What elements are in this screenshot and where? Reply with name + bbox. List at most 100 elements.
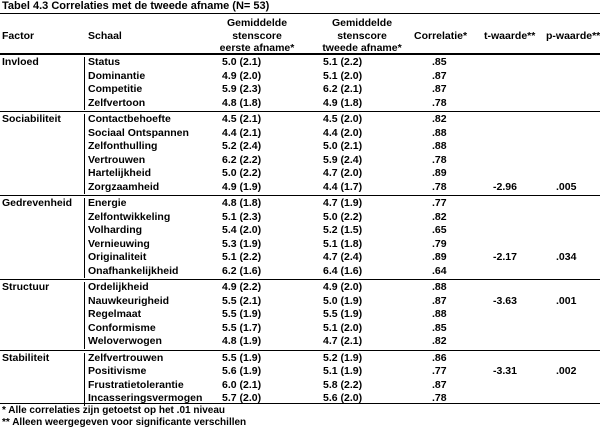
cell-eerste-afname: 5.3 (1.9) xyxy=(222,237,262,250)
cell-tweede-afname: 4.9 (2.0) xyxy=(323,281,363,293)
factor-label: Invloed xyxy=(2,56,39,68)
cell-correlatie: .85 xyxy=(432,56,447,68)
cell-t-waarde: -2.96 xyxy=(493,180,517,193)
cell-correlatie: .77 xyxy=(432,197,447,209)
cell-schaal: Vernieuwing xyxy=(88,237,150,250)
cell-correlatie: .82 xyxy=(432,113,447,125)
cell-eerste-afname: 4.5 (2.1) xyxy=(222,113,262,125)
header-tweede-afname: Gemiddelde stenscore tweede afname* xyxy=(312,17,412,55)
cell-eerste-afname: 4.8 (1.9) xyxy=(222,335,262,347)
header-p-waarde: p-waarde** xyxy=(546,30,600,42)
cell-correlatie: .82 xyxy=(432,335,447,347)
header-schaal: Schaal xyxy=(88,30,122,42)
cell-tweede-afname: 5.6 (2.0) xyxy=(323,392,363,404)
cell-correlatie: .87 xyxy=(432,83,447,95)
cell-eerste-afname: 5.0 (2.1) xyxy=(222,56,262,68)
cell-eerste-afname: 5.5 (2.1) xyxy=(222,294,262,307)
header-tweede-line-2: stenscore xyxy=(337,29,387,42)
cell-schaal: Conformisme xyxy=(88,321,156,334)
cell-correlatie: .88 xyxy=(432,308,447,320)
cell-eerste-afname: 4.9 (2.2) xyxy=(222,281,262,293)
factor-label: Sociabiliteit xyxy=(2,113,61,125)
cell-tweede-afname: 4.7 (1.9) xyxy=(323,197,363,209)
top-rule xyxy=(0,13,600,14)
cell-correlatie: .89 xyxy=(432,167,447,179)
factor-label: Stabiliteit xyxy=(2,351,50,364)
cell-tweede-afname: 5.2 (1.9) xyxy=(323,351,363,364)
cell-schaal: Positivisme xyxy=(88,365,147,377)
cell-eerste-afname: 5.6 (1.9) xyxy=(222,365,262,377)
header-tweede-line-3: tweede afname* xyxy=(322,42,402,54)
cell-schaal: Originaliteit xyxy=(88,251,147,263)
header-factor: Factor xyxy=(2,30,35,42)
table-title: Tabel 4.3 Correlaties met de tweede afna… xyxy=(2,0,270,12)
footnote-1: * Alle correlaties zijn getoetst op het … xyxy=(2,405,226,416)
cell-eerste-afname: 5.7 (2.0) xyxy=(222,392,262,404)
factor-label: Gedrevenheid xyxy=(2,197,73,209)
cell-eerste-afname: 5.5 (1.7) xyxy=(222,321,262,334)
cell-schaal: Zorgzaamheid xyxy=(88,180,160,193)
cell-correlatie: .87 xyxy=(432,69,447,82)
cell-schaal: Status xyxy=(88,56,121,68)
cell-schaal: Energie xyxy=(88,197,127,209)
cell-tweede-afname: 4.7 (2.0) xyxy=(323,167,363,179)
cell-schaal: Competitie xyxy=(88,83,143,95)
cell-tweede-afname: 4.7 (2.4) xyxy=(323,251,363,263)
cell-tweede-afname: 4.7 (2.1) xyxy=(323,335,363,347)
group-vertical-rule xyxy=(84,114,85,194)
cell-tweede-afname: 4.9 (1.8) xyxy=(323,96,363,109)
cell-correlatie: .87 xyxy=(432,378,447,391)
cell-tweede-afname: 5.0 (2.1) xyxy=(323,140,363,152)
cell-eerste-afname: 5.0 (2.2) xyxy=(222,167,262,179)
group-vertical-rule xyxy=(84,57,85,110)
header-eerste-line-2: stenscore xyxy=(232,29,282,42)
group-separator xyxy=(0,349,600,351)
cell-tweede-afname: 4.4 (2.0) xyxy=(323,126,363,139)
cell-schaal: Regelmaat xyxy=(88,308,142,320)
cell-schaal: Frustratietolerantie xyxy=(88,378,184,391)
cell-correlatie: .79 xyxy=(432,237,447,250)
cell-schaal: Incasseringsvermogen xyxy=(88,392,203,404)
header-eerste-afname: Gemiddelde stenscore eerste afname* xyxy=(212,17,302,55)
cell-schaal: Nauwkeurigheid xyxy=(88,294,170,307)
cell-tweede-afname: 5.1 (1.9) xyxy=(323,365,363,377)
cell-schaal: Zelfvertoon xyxy=(88,96,146,109)
cell-eerste-afname: 5.2 (2.4) xyxy=(222,140,262,152)
cell-eerste-afname: 5.1 (2.3) xyxy=(222,210,262,223)
cell-schaal: Hartelijkheid xyxy=(88,167,152,179)
cell-schaal: Contactbehoefte xyxy=(88,113,171,125)
cell-t-waarde: -3.63 xyxy=(493,294,517,307)
cell-correlatie: .78 xyxy=(432,153,447,166)
cell-schaal: Zelfonthulling xyxy=(88,140,158,152)
footnote-2: ** Alleen weergegeven voor significante … xyxy=(2,417,247,428)
cell-p-waarde: .005 xyxy=(556,180,577,193)
cell-tweede-afname: 5.2 (1.5) xyxy=(323,224,363,236)
cell-correlatie: .82 xyxy=(432,210,447,223)
cell-p-waarde: .002 xyxy=(556,365,577,377)
cell-eerste-afname: 4.9 (1.9) xyxy=(222,180,262,193)
cell-correlatie: .88 xyxy=(432,281,447,293)
cell-eerste-afname: 4.4 (2.1) xyxy=(222,126,262,139)
group-vertical-rule xyxy=(84,198,85,278)
cell-tweede-afname: 5.1 (2.0) xyxy=(323,69,363,82)
cell-eerste-afname: 5.9 (2.3) xyxy=(222,83,262,95)
cell-correlatie: .77 xyxy=(432,365,447,377)
cell-tweede-afname: 5.9 (2.4) xyxy=(323,153,363,166)
cell-correlatie: .78 xyxy=(432,96,447,109)
cell-schaal: Weloverwogen xyxy=(88,335,162,347)
bottom-rule xyxy=(0,403,600,404)
group-separator xyxy=(0,111,600,112)
cell-eerste-afname: 5.4 (2.0) xyxy=(222,224,262,236)
cell-schaal: Dominantie xyxy=(88,69,146,82)
cell-schaal: Onafhankelijkheid xyxy=(88,264,179,277)
cell-correlatie: .78 xyxy=(432,180,447,193)
cell-correlatie: .86 xyxy=(432,351,447,364)
group-vertical-rule xyxy=(84,352,85,406)
group-separator xyxy=(0,279,600,280)
cell-tweede-afname: 6.4 (1.6) xyxy=(323,264,363,277)
cell-t-waarde: -3.31 xyxy=(493,365,517,377)
cell-correlatie: .88 xyxy=(432,140,447,152)
cell-tweede-afname: 5.0 (1.9) xyxy=(323,294,363,307)
cell-schaal: Zelfontwikkeling xyxy=(88,210,171,223)
cell-correlatie: .88 xyxy=(432,126,447,139)
